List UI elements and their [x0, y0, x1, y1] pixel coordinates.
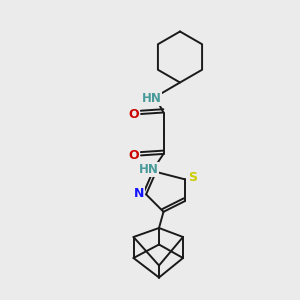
Text: S: S: [188, 171, 197, 184]
Text: N: N: [134, 187, 144, 200]
Text: HN: HN: [139, 163, 158, 176]
Text: HN: HN: [142, 92, 161, 105]
Text: O: O: [128, 107, 139, 121]
Text: O: O: [128, 149, 139, 162]
